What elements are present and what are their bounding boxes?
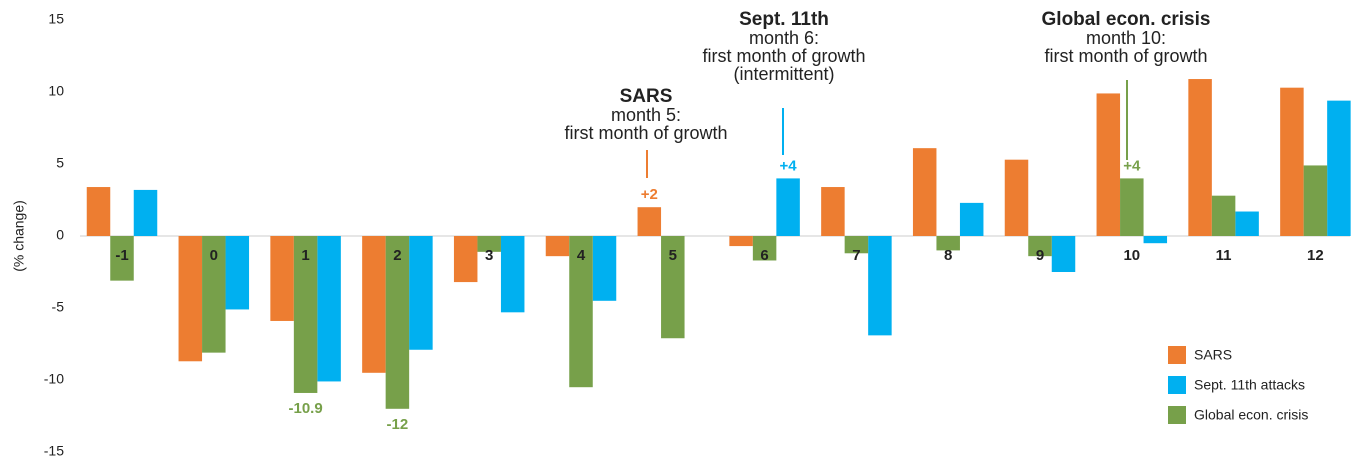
bar bbox=[729, 236, 753, 247]
bar bbox=[569, 236, 593, 388]
bar bbox=[1143, 236, 1168, 244]
x-tick-label: 9 bbox=[1036, 247, 1044, 264]
bar bbox=[293, 236, 318, 393]
bar bbox=[1235, 211, 1259, 236]
annotation-text: (intermittent) bbox=[733, 64, 834, 84]
x-tick-label: 6 bbox=[760, 247, 768, 264]
bar bbox=[500, 236, 525, 313]
bar bbox=[936, 236, 960, 251]
bar bbox=[844, 236, 869, 254]
bar bbox=[637, 207, 662, 236]
y-tick-label: 0 bbox=[56, 227, 64, 243]
legend-label: Global econ. crisis bbox=[1194, 407, 1308, 423]
bar bbox=[545, 236, 570, 257]
legend-label: Sept. 11th attacks bbox=[1194, 377, 1305, 393]
bar bbox=[1280, 87, 1304, 237]
value-label: -12 bbox=[387, 416, 409, 433]
bar bbox=[959, 202, 984, 236]
y-tick-label: 10 bbox=[48, 83, 64, 99]
bar bbox=[385, 236, 410, 409]
bar bbox=[1327, 100, 1351, 236]
bar bbox=[1188, 79, 1212, 236]
bar bbox=[1211, 195, 1236, 236]
bar bbox=[776, 178, 800, 236]
value-label: +4 bbox=[1123, 157, 1141, 174]
value-label: +4 bbox=[780, 157, 798, 174]
value-label: -10.9 bbox=[288, 400, 322, 417]
bar bbox=[1303, 165, 1328, 236]
x-tick-label: 4 bbox=[577, 247, 586, 264]
x-tick-label: 3 bbox=[485, 247, 493, 264]
bar bbox=[912, 148, 937, 236]
bar bbox=[362, 236, 386, 373]
y-tick-label: -15 bbox=[44, 443, 64, 459]
bar bbox=[409, 236, 433, 350]
annotation-text: month 10: bbox=[1086, 28, 1166, 48]
x-tick-label: 12 bbox=[1307, 247, 1324, 264]
legend-swatch bbox=[1168, 346, 1186, 364]
y-axis-label: (% change) bbox=[11, 200, 27, 272]
x-tick-label: 5 bbox=[669, 247, 677, 264]
x-tick-label: 0 bbox=[210, 247, 218, 264]
annotation-title: Global econ. crisis bbox=[1042, 9, 1211, 30]
bar bbox=[821, 187, 845, 236]
x-tick-label: -1 bbox=[115, 247, 128, 264]
x-tick-label: 2 bbox=[393, 247, 401, 264]
bar bbox=[661, 236, 685, 339]
bar bbox=[225, 236, 250, 310]
bar bbox=[178, 236, 203, 362]
annotation-text: month 5: bbox=[611, 105, 681, 125]
bar bbox=[1051, 236, 1076, 272]
bar bbox=[477, 236, 501, 252]
legend-label: SARS bbox=[1194, 347, 1232, 363]
bar bbox=[270, 236, 294, 321]
x-tick-label: 10 bbox=[1123, 247, 1140, 264]
bar bbox=[1004, 159, 1029, 236]
annotation-text: month 6: bbox=[749, 28, 819, 48]
x-tick-label: 1 bbox=[301, 247, 309, 264]
annotation-title: Sept. 11th bbox=[739, 9, 829, 30]
bar bbox=[453, 236, 478, 283]
bar bbox=[202, 236, 226, 353]
bar bbox=[133, 189, 158, 236]
bar bbox=[1120, 178, 1144, 236]
x-tick-label: 7 bbox=[852, 247, 860, 264]
bar bbox=[317, 236, 341, 382]
bar bbox=[1096, 93, 1121, 236]
bar bbox=[752, 236, 777, 261]
y-tick-label: 5 bbox=[56, 155, 64, 171]
annotation-title: SARS bbox=[620, 86, 673, 107]
x-tick-label: 8 bbox=[944, 247, 952, 264]
legend-swatch bbox=[1168, 376, 1186, 394]
y-tick-label: -10 bbox=[44, 371, 64, 387]
bar bbox=[1028, 236, 1052, 257]
y-tick-label: 15 bbox=[48, 11, 64, 27]
value-label: +2 bbox=[641, 186, 658, 203]
annotation-text: first month of growth bbox=[1044, 46, 1207, 66]
y-tick-label: -5 bbox=[52, 299, 65, 315]
legend-swatch bbox=[1168, 406, 1186, 424]
annotation-text: first month of growth bbox=[702, 46, 865, 66]
bar bbox=[110, 236, 134, 281]
bar bbox=[592, 236, 617, 301]
x-tick-label: 11 bbox=[1216, 247, 1232, 264]
bar bbox=[86, 187, 111, 236]
annotation-text: first month of growth bbox=[564, 123, 727, 143]
bar bbox=[868, 236, 892, 336]
